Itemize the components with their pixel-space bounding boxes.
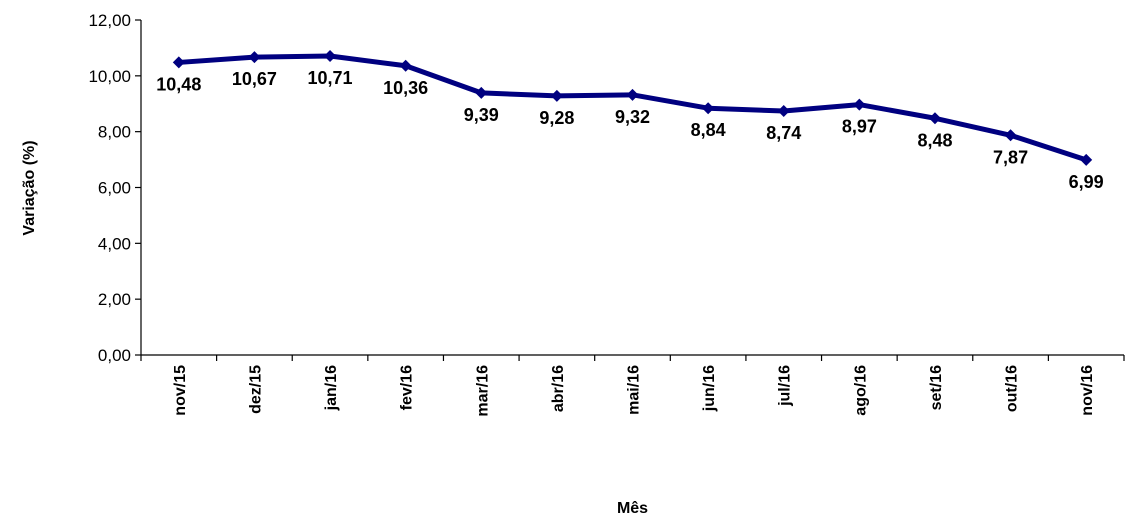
y-tick-label: 2,00 (98, 290, 131, 309)
x-tick-label: dez/15 (247, 365, 264, 414)
data-label: 6,99 (1069, 172, 1104, 192)
data-label: 9,32 (615, 107, 650, 127)
data-label: 10,48 (156, 74, 201, 94)
x-tick-label: nov/16 (1079, 365, 1096, 416)
y-axis-title: Variação (%) (21, 140, 38, 235)
x-tick-label: set/16 (928, 365, 945, 410)
x-tick-label: out/16 (1004, 365, 1021, 412)
data-point-marker (626, 88, 639, 101)
x-tick-label: jan/16 (323, 365, 340, 411)
data-point-marker (550, 89, 563, 102)
y-tick-label: 12,00 (88, 11, 131, 30)
data-point-marker (1080, 153, 1093, 166)
data-label: 9,28 (539, 108, 574, 128)
data-point-marker (853, 98, 866, 111)
data-label: 7,87 (993, 147, 1028, 167)
data-label: 10,67 (232, 69, 277, 89)
data-label: 10,36 (383, 78, 428, 98)
x-axis-title: Mês (617, 500, 648, 517)
x-tick-label: jul/16 (777, 365, 794, 407)
x-tick-label: abr/16 (550, 365, 567, 412)
data-point-marker (172, 56, 185, 69)
x-tick-label: fev/16 (399, 365, 416, 410)
data-point-marker (399, 59, 412, 72)
data-point-marker (324, 50, 337, 63)
x-tick-label: mar/16 (474, 365, 491, 417)
data-point-marker (475, 86, 488, 99)
x-tick-label: mai/16 (626, 365, 643, 415)
y-tick-label: 10,00 (88, 67, 131, 86)
y-tick-label: 6,00 (98, 179, 131, 198)
data-label: 8,48 (917, 130, 952, 150)
data-point-marker (777, 105, 790, 118)
x-tick-label: ago/16 (852, 365, 869, 416)
data-point-marker (248, 51, 261, 64)
data-point-marker (1004, 129, 1017, 142)
data-label: 10,71 (308, 68, 353, 88)
data-label: 8,97 (842, 117, 877, 137)
data-label: 8,84 (691, 120, 726, 140)
y-tick-label: 8,00 (98, 123, 131, 142)
y-tick-label: 4,00 (98, 234, 131, 253)
data-label: 9,39 (464, 105, 499, 125)
data-label: 8,74 (766, 123, 801, 143)
data-point-marker (702, 102, 715, 115)
x-tick-label: nov/15 (172, 365, 189, 416)
y-axis: 0,00 2,00 4,00 6,00 8,00 10,00 12,00 (88, 11, 142, 365)
x-tick-label: jun/16 (701, 365, 718, 412)
x-axis: nov/15 dez/15 jan/16 fev/16 mar/16 abr/16 mai/… (140, 354, 1125, 417)
y-tick-label: 0,00 (98, 346, 131, 365)
data-point-marker (928, 112, 941, 125)
plot-area: 10,48 10,67 10,71 10,36 9,39 9,28 9,32 8,84 8,74… (156, 50, 1104, 192)
